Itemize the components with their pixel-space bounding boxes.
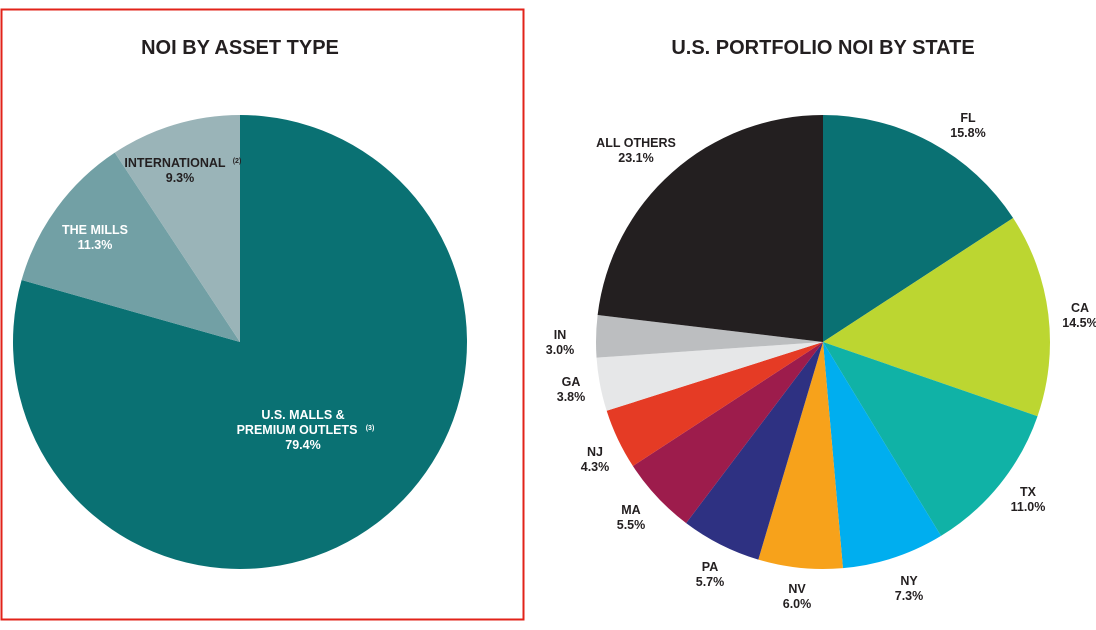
label-tx: TX	[1020, 485, 1037, 499]
label-ny-value: 7.3%	[895, 589, 924, 603]
slice-ca	[823, 217, 1050, 417]
slice-ga	[596, 342, 823, 411]
label-pa: PA	[702, 560, 718, 574]
label-ca: CA	[1071, 301, 1089, 315]
label-nj-value: 4.3%	[581, 460, 610, 474]
label-ga-value: 3.8%	[557, 390, 586, 404]
asset-type-chart-title: NOI BY ASSET TYPE	[141, 37, 339, 59]
label-nv-value: 6.0%	[783, 597, 812, 611]
label-international-value: 9.3%	[166, 171, 195, 185]
label-tx-value: 11.0%	[1011, 500, 1046, 514]
slice-nv	[758, 342, 843, 569]
slice-nj	[606, 342, 823, 467]
label-nv: NV	[788, 582, 806, 596]
slice-tx	[823, 342, 1038, 536]
asset-type-chart: NOI BY ASSET TYPE U.S. MALLS &PREMIUM OU…	[13, 37, 468, 569]
label-us-malls-line2: PREMIUM OUTLETS	[237, 423, 358, 437]
label-all-others: ALL OTHERS	[596, 136, 676, 150]
asset-type-pie	[13, 115, 468, 569]
label-fl-value: 15.8%	[950, 126, 985, 140]
label-ma: MA	[621, 503, 640, 517]
label-ca-value: 14.5%	[1062, 316, 1096, 330]
label-all-others-value: 23.1%	[618, 151, 653, 165]
state-pie	[596, 115, 1050, 569]
slice-ny	[823, 342, 941, 569]
label-us-malls-note: (3)	[366, 425, 375, 432]
slice-international	[114, 115, 240, 342]
label-international-note: (2)	[233, 158, 242, 165]
label-us-malls-value: 79.4%	[285, 438, 320, 452]
selection-frame	[0, 8, 525, 621]
label-ga: GA	[562, 375, 581, 389]
label-pa-value: 5.7%	[696, 575, 725, 589]
slice-pa	[686, 342, 823, 560]
slice-ma	[632, 342, 823, 524]
slice-all-others	[597, 115, 823, 342]
label-the-mills-value: 11.3%	[78, 238, 113, 252]
label-in-value: 3.0%	[546, 343, 575, 357]
label-international: INTERNATIONAL	[124, 156, 226, 170]
label-the-mills: THE MILLS	[62, 223, 128, 237]
state-chart-title: U.S. PORTFOLIO NOI BY STATE	[671, 37, 974, 59]
label-ny: NY	[900, 574, 918, 588]
slice-the-mills	[21, 152, 241, 342]
label-us-malls-line1: U.S. MALLS &	[261, 408, 344, 422]
label-ma-value: 5.5%	[617, 518, 646, 532]
label-fl: FL	[960, 111, 976, 125]
slice-u-s-malls	[13, 115, 468, 569]
label-in: IN	[554, 328, 567, 342]
label-nj: NJ	[587, 445, 603, 459]
slice-in	[596, 314, 823, 358]
asset-type-labels: U.S. MALLS &PREMIUM OUTLETS (3) 79.4% THE M…	[62, 156, 374, 452]
slice-fl	[823, 115, 1014, 342]
